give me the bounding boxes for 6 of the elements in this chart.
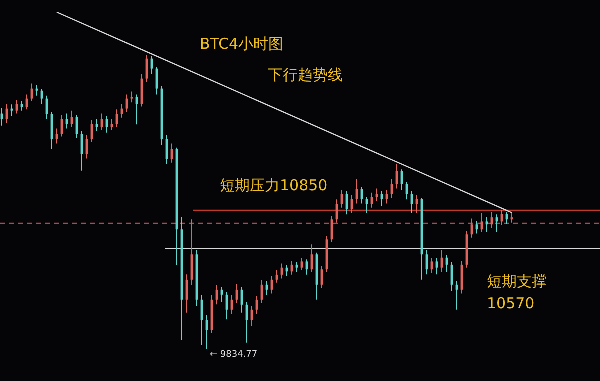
annotation: 下行趋势线 xyxy=(268,66,343,84)
candlestick xyxy=(130,91,134,104)
chart-title: BTC4小时图 xyxy=(200,35,284,53)
text: ← 9834.77 xyxy=(210,350,258,360)
ref-line-label: 短期支撑 10570 xyxy=(487,272,547,313)
ref-line-label: 短期压力10850 xyxy=(220,176,328,195)
